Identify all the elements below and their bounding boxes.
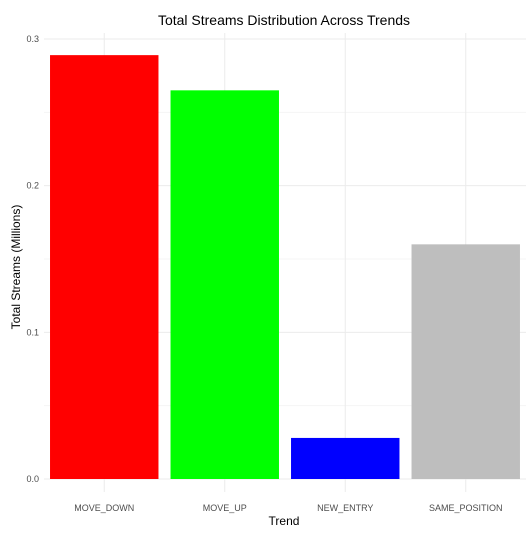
x-tick-label: MOVE_UP bbox=[203, 503, 247, 513]
bar-move-down bbox=[50, 55, 159, 480]
x-axis-label: Trend bbox=[269, 514, 300, 528]
x-tick-label: SAME_POSITION bbox=[429, 503, 503, 513]
chart-title: Total Streams Distribution Across Trends bbox=[158, 12, 410, 28]
bar-move-up bbox=[170, 90, 279, 479]
y-tick-label: 0.3 bbox=[26, 34, 39, 44]
x-tick-label: NEW_ENTRY bbox=[317, 503, 373, 513]
bar-new-entry bbox=[291, 437, 400, 479]
bar-same-position bbox=[411, 244, 520, 479]
y-tick-label: 0.1 bbox=[26, 327, 39, 337]
y-axis-ticks: 0.0 0.1 0.2 0.3 bbox=[26, 34, 39, 484]
y-axis-label: Total Streams (Millions) bbox=[9, 205, 23, 330]
y-tick-label: 0.2 bbox=[26, 181, 39, 191]
bars bbox=[50, 55, 520, 480]
x-tick-label: MOVE_DOWN bbox=[74, 503, 134, 513]
x-axis-ticks: MOVE_DOWN MOVE_UP NEW_ENTRY SAME_POSITION bbox=[74, 503, 502, 513]
y-tick-label: 0.0 bbox=[26, 474, 39, 484]
